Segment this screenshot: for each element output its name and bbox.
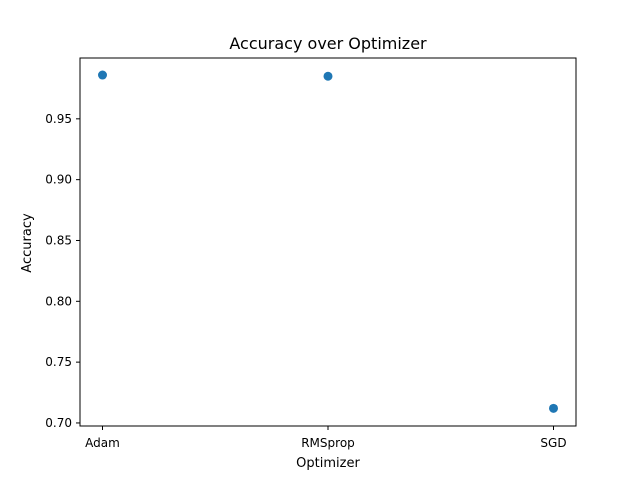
y-tick-label: 0.75 xyxy=(45,355,72,369)
data-point-sgd xyxy=(549,403,558,413)
y-axis-label: Accuracy xyxy=(20,213,35,273)
data-point-adam xyxy=(98,70,107,80)
x-tick-label: SGD xyxy=(540,436,566,450)
x-axis-label: Optimizer xyxy=(296,456,360,471)
data-point-rmsprop xyxy=(323,71,333,81)
y-axis-ticks: 0.70 0.75 0.80 0.85 0.90 0.95 xyxy=(45,112,80,430)
y-tick-label: 0.85 xyxy=(45,233,72,247)
y-tick-label: 0.95 xyxy=(45,112,72,126)
y-tick-label: 0.90 xyxy=(45,173,72,187)
x-tick-label: Adam xyxy=(85,436,120,450)
y-tick-label: 0.70 xyxy=(45,416,72,430)
chart-title: Accuracy over Optimizer xyxy=(229,34,427,53)
x-tick-label: RMSprop xyxy=(301,436,355,450)
data-points xyxy=(98,70,558,413)
x-axis-ticks: Adam RMSprop SGD xyxy=(85,426,567,450)
y-tick-label: 0.80 xyxy=(45,294,72,308)
